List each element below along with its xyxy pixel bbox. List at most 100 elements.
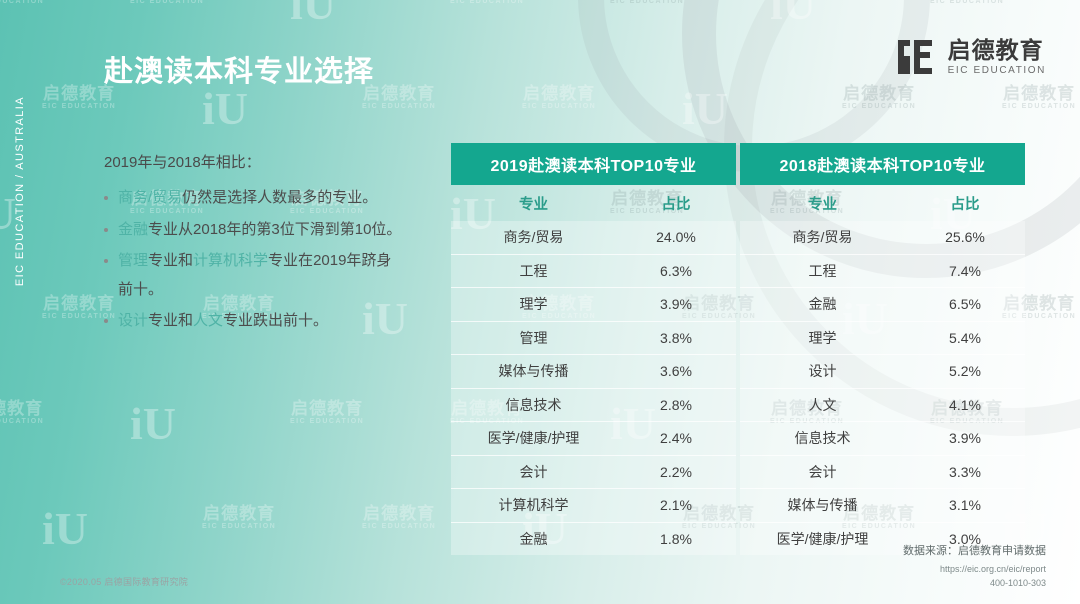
watermark: iU: [770, 0, 816, 29]
logo-name-cn: 启德教育: [947, 36, 1044, 63]
data-table: 2018赴澳读本科TOP10专业 专业 占比商务/贸易 25.6% 工程 7.4% 金融 6.…: [740, 143, 1025, 555]
table-body: 商务/贸易 25.6% 工程 7.4% 金融 6.5% 理学 5.4% 设计 5.2% 人文 4.1%…: [740, 221, 1025, 555]
cell-percent: 2.4%: [660, 430, 692, 447]
table-row: 媒体与传播 3.1%: [740, 488, 1025, 522]
cell-major: 金融: [519, 530, 548, 547]
footer-url: https://eic.org.cn/eic/report: [939, 564, 1046, 574]
page-title: 赴澳读本科专业选择: [104, 56, 375, 88]
cell-major: 管理: [519, 329, 548, 346]
bullet-text: 专业跌出前十。: [223, 312, 329, 330]
bullet-text: 专业从2018年的第3位下滑: [148, 220, 325, 238]
watermark: iU: [202, 83, 248, 134]
bullet-text: 的专业。: [317, 189, 378, 207]
table-row: 设计 5.2%: [740, 354, 1025, 388]
cell-percent: 3.0%: [949, 530, 981, 547]
cell-major: 人文: [808, 396, 837, 413]
table-row: 理学 3.9%: [451, 287, 736, 321]
bullet-text: 专业在: [268, 251, 314, 269]
table-row: 计算机科学 2.1%: [451, 488, 736, 522]
table-row: 医学/健康/护理 3.0%: [740, 521, 1025, 556]
cell-major: 医学/健康/护理: [487, 430, 580, 447]
table-column-headers: 专业 占比: [451, 185, 736, 221]
table-row: 媒体与传播 3.6%: [451, 354, 736, 388]
cell-percent: 25.6%: [945, 229, 985, 246]
table-row: 会计 3.3%: [740, 454, 1025, 489]
cell-percent: 3.9%: [949, 430, 981, 447]
cell-major: 医学/健康/护理: [776, 530, 869, 547]
cell-percent: 3.1%: [949, 497, 981, 514]
copyright-text: ©2020.05 启德国际教育研究院: [60, 577, 189, 587]
bullet-text: 专业和: [148, 312, 194, 330]
column-header-major: 专业: [519, 196, 548, 213]
bullet-item: 管理专业和计算机科学专业在2019年跻身前十。: [104, 246, 404, 305]
cell-major: 信息技术: [505, 396, 562, 413]
table-column-headers: 专业 占比: [740, 185, 1025, 221]
table-row: 工程 7.4%: [740, 253, 1025, 288]
cell-major: 信息技术: [794, 430, 851, 447]
table-body: 商务/贸易 24.0% 工程 6.3% 理学 3.9% 管理 3.8% 媒体与传播 3.6% 信息技…: [451, 221, 736, 555]
data-table: 2019赴澳读本科TOP10专业 专业 占比 商务/贸易 24.0% 工程 6.3% 理学 3.…: [451, 143, 736, 555]
cell-percent: 24.0%: [656, 229, 696, 246]
cell-percent: 2.1%: [660, 497, 692, 514]
watermark: iU: [42, 503, 88, 554]
bullet-highlight: 计算机科学: [193, 251, 269, 269]
cell-percent: 3.6%: [660, 363, 692, 380]
watermark: iU: [682, 83, 728, 134]
summary-lead: 2019年与2018年相比：: [104, 154, 261, 171]
bullet-text: 仍然是选择人数最多: [182, 189, 318, 207]
tables-container: 2019赴澳读本科TOP10专业 专业 占比 商务/贸易 24.0% 工程 6.3% 理学 3.…: [451, 143, 1025, 555]
logo-mark-icon: [892, 34, 938, 80]
cell-major: 媒体与传播: [787, 497, 858, 514]
table-row: 工程 6.3%: [451, 253, 736, 288]
cell-major: 会计: [808, 463, 837, 480]
footer-contact: https://eic.org.cn/eic/report 400-1010-3…: [940, 563, 1046, 590]
footer-phone: 400-1010-303: [989, 577, 1046, 588]
bullet-text: 到第10位。: [324, 220, 402, 238]
cell-percent: 6.3%: [660, 262, 692, 279]
cell-major: 商务/贸易: [792, 229, 853, 246]
cell-major: 商务/贸易: [503, 229, 564, 246]
cell-major: 工程: [519, 262, 548, 279]
table-header: 2018赴澳读本科TOP10专业: [740, 143, 1025, 185]
cell-major: 理学: [519, 296, 548, 313]
cell-percent: 1.8%: [660, 530, 692, 547]
cell-percent: 2.8%: [660, 396, 692, 413]
table-row: 信息技术 2.8%: [451, 387, 736, 422]
cell-percent: 5.4%: [949, 329, 981, 346]
table-row: 商务/贸易 25.6%: [740, 221, 1025, 254]
table-row: 理学 5.4%: [740, 320, 1025, 355]
cell-major: 理学: [808, 329, 837, 346]
cell-percent: 3.9%: [660, 296, 692, 313]
bullet-text: 专业和: [148, 251, 194, 269]
logo-name-en: EIC EDUCATION: [947, 65, 1046, 77]
table-row: 信息技术 3.9%: [740, 421, 1025, 455]
cell-percent: 3.8%: [660, 329, 692, 346]
table-row: 医学/健康/护理 2.4%: [451, 421, 736, 455]
bullet-highlight: 管理: [118, 251, 149, 269]
cell-major: 设计: [808, 363, 837, 380]
bullet-item: 金融专业从2018年的第3位下滑到第10位。: [104, 215, 404, 244]
table-row: 金融 1.8%: [451, 521, 736, 556]
bullet-item: 设计专业和人文专业跌出前十。: [104, 306, 404, 335]
bullet-highlight: 人文: [193, 312, 224, 330]
cell-major: 计算机科学: [498, 497, 569, 514]
column-header-percent: 占比: [661, 196, 691, 213]
cell-percent: 4.1%: [949, 396, 981, 413]
cell-major: 工程: [808, 262, 837, 279]
cell-percent: 2.2%: [660, 463, 692, 480]
cell-percent: 6.5%: [949, 296, 981, 313]
bullet-highlight: 金融: [118, 220, 149, 238]
side-vertical-label: EIC EDUCATION / AUSTRALIA: [14, 96, 26, 287]
bullet-highlight: 设计: [118, 312, 149, 330]
table-row: 金融 6.5%: [740, 287, 1025, 321]
